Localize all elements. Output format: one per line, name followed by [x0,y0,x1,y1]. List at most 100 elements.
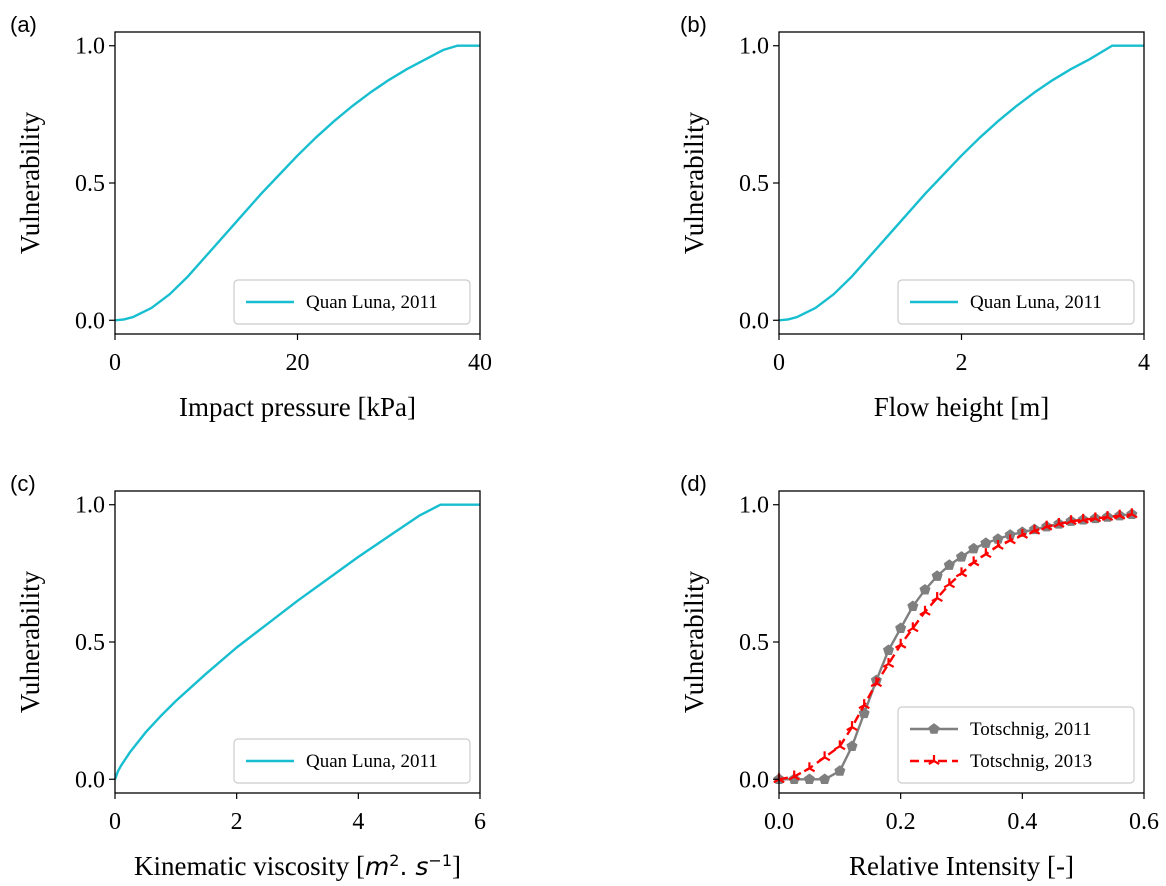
data-point [788,770,800,781]
legend: Quan Luna, 2011 [233,279,471,325]
x-tick-label: 0 [109,350,121,376]
legend-label: Totschnig, 2011 [970,719,1091,740]
data-point [931,592,943,603]
x-tick-label: 20 [286,350,310,376]
data-point [858,699,870,710]
y-tick-label: 1.0 [75,34,105,60]
data-point [1101,511,1114,522]
data-point [803,762,816,773]
data-point [1077,513,1089,524]
panel-label: (d) [680,471,707,496]
data-point [967,556,980,567]
y-tick-label: 0.5 [739,630,769,656]
y-tick-label: 0.5 [75,630,105,656]
legend-label: Totschnig, 2013 [970,751,1092,772]
y-tick-label: 1.0 [75,493,105,519]
data-point [1089,512,1102,523]
x-tick-label: 0.4 [1007,809,1037,835]
data-point [846,740,858,752]
panel-d: 0.0 0.2 0.4 0.6 0.0 0.5 1.0 Relative Intensity … [679,471,1159,881]
legend-marker [928,723,940,734]
data-point [803,773,815,784]
legend-box [897,279,1135,325]
series-line-1 [778,44,1144,322]
series-line-1 [114,44,480,322]
data-point [1004,534,1016,545]
data-point [907,600,919,612]
panel-label: (a) [10,12,37,37]
data-point [846,721,858,732]
y-axis-title: Vulnerability [15,570,45,713]
data-point [943,559,955,570]
x-axis-title: Kinematic viscosity [m2. s−1] [134,851,461,882]
data-point [819,773,831,784]
x-axis-title: Relative Intensity [-] [849,851,1074,881]
panel-c: 0 2 4 6 0.0 0.5 1.0 Kinematic viscosity [m2. s−… [10,471,486,881]
y-axis-title: Vulnerability [679,111,709,254]
data-point [834,740,846,751]
legend: Quan Luna, 2011 [233,738,471,784]
data-point [1126,508,1138,519]
legend-label: Quan Luna, 2011 [306,292,438,313]
data-point [1053,517,1065,528]
legend-label: Quan Luna, 2011 [306,751,438,772]
data-point [870,677,883,688]
x-tick-label: 0.0 [764,809,794,835]
data-point [1028,524,1041,535]
panel-label: (c) [10,471,36,496]
data-point [818,751,831,762]
data-point [980,548,992,559]
legend: Totschnig, 2011 Totschnig, 2013 [897,706,1135,784]
x-tick-label: 4 [352,809,364,835]
y-tick-label: 1.0 [739,34,769,60]
data-point [1113,509,1126,520]
x-tick-label: 0.6 [1129,809,1159,835]
x-tick-label: 0 [109,809,121,835]
panel-a: 0 20 40 0.0 0.5 1.0 Impact pressure [kPa] Vulne… [10,12,492,422]
y-tick-label: 1.0 [739,493,769,519]
x-tick-label: 40 [468,350,492,376]
data-point [992,539,1004,550]
x-tick-label: 0.2 [886,809,916,835]
y-tick-label: 0.5 [75,171,105,197]
y-tick-label: 0.0 [739,767,769,793]
data-point [943,578,956,589]
data-point [834,765,846,776]
data-point [907,622,919,633]
legend: Quan Luna, 2011 [897,279,1135,325]
x-tick-label: 2 [231,809,243,835]
data-point [919,605,931,616]
y-tick-label: 0.0 [739,308,769,334]
legend-marker [928,755,940,765]
x-axis-title: Impact pressure [kPa] [179,392,416,422]
x-tick-label: 6 [474,809,486,835]
series-line-1 [113,503,480,780]
data-point [955,567,968,578]
y-tick-label: 0.5 [739,171,769,197]
x-tick-label: 2 [956,350,968,376]
data-point [968,542,980,554]
legend-box [897,706,1135,784]
data-point [1040,520,1053,531]
y-tick-label: 0.0 [75,767,105,793]
data-point [1016,528,1029,539]
data-point [894,638,907,649]
data-point [955,551,968,562]
data-point [931,570,943,581]
series-markers-2 [773,508,1138,784]
x-axis-title: Flow height [m] [874,392,1050,422]
panel-label: (b) [680,12,707,37]
legend-label: Quan Luna, 2011 [970,292,1102,313]
data-point [882,644,895,655]
y-tick-label: 0.0 [75,308,105,334]
y-axis-title: Vulnerability [15,111,45,254]
x-tick-label: 4 [1138,350,1150,376]
data-point [980,537,992,548]
data-point [919,584,931,595]
x-tick-label: 0 [773,350,785,376]
legend-box [233,738,471,784]
panel-b: 0 2 4 0.0 0.5 1.0 Flow height [m] Vulnerability… [679,12,1150,422]
data-point [895,622,907,633]
legend-box [233,279,471,325]
